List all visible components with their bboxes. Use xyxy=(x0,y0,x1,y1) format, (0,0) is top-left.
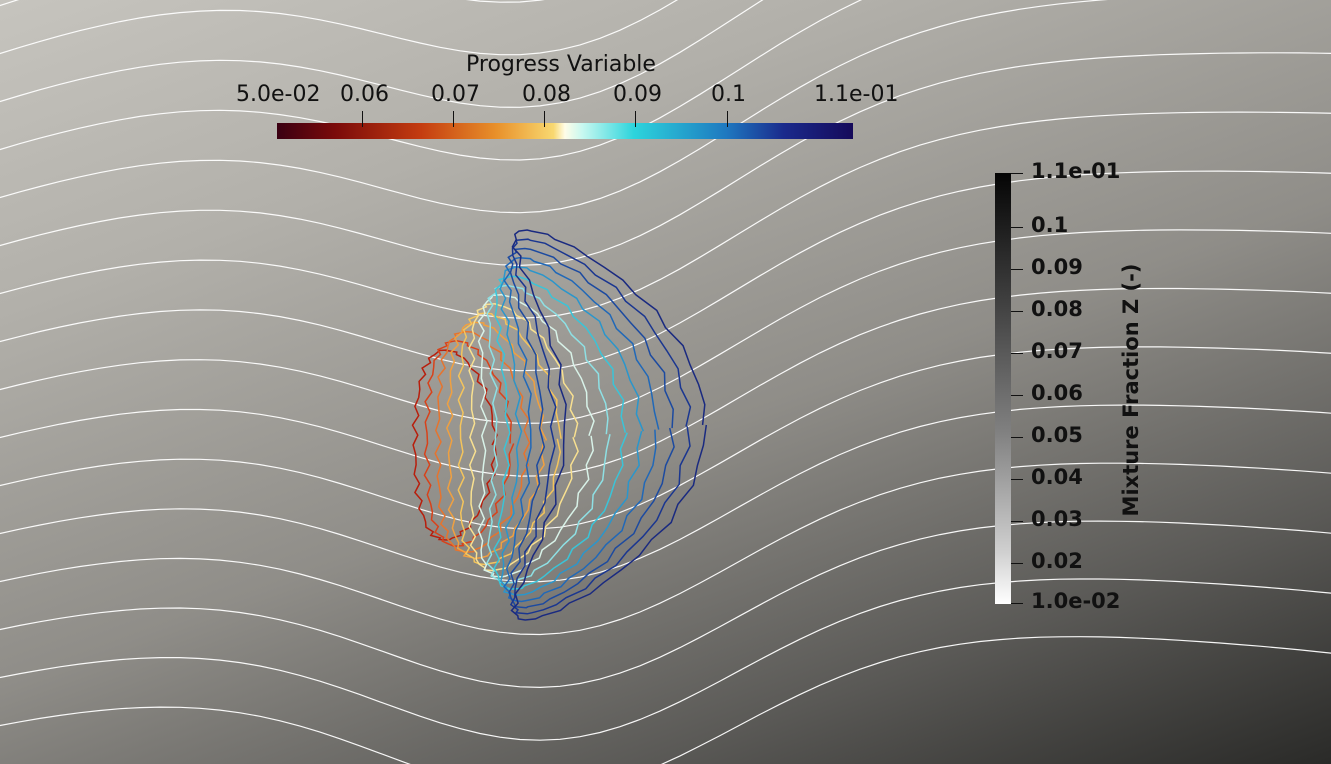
streamline xyxy=(0,636,1331,764)
streamline xyxy=(0,0,863,161)
mixture-label: 0.03 xyxy=(1031,507,1083,531)
contour-line xyxy=(499,266,644,597)
mixture-tick xyxy=(1011,479,1023,480)
mixture-tick xyxy=(1011,563,1023,564)
mixture-fraction-colorbar xyxy=(995,173,1011,604)
streamline xyxy=(0,578,1331,741)
progress-variable-title: Progress Variable xyxy=(466,52,656,77)
progress-label: 5.0e-02 xyxy=(236,82,321,107)
contour-line xyxy=(411,349,498,541)
contour-line xyxy=(485,284,611,584)
mixture-tick xyxy=(1011,173,1023,174)
contour-line xyxy=(493,275,628,590)
mixture-tick xyxy=(1011,521,1023,522)
progress-label: 1.1e-01 xyxy=(814,82,899,107)
contour-line xyxy=(509,238,692,615)
streamline xyxy=(0,287,1331,477)
mixture-label: 0.04 xyxy=(1031,465,1083,489)
mixture-label: 0.07 xyxy=(1031,339,1083,363)
streamline xyxy=(0,52,1331,267)
mixture-label: 0.09 xyxy=(1031,255,1083,279)
progress-tick xyxy=(362,111,363,127)
mixture-label: 1.0e-02 xyxy=(1031,589,1121,613)
contour-line xyxy=(445,321,548,560)
progress-label: 0.1 xyxy=(711,82,746,107)
mixture-tick xyxy=(1011,353,1023,354)
progress-label: 0.08 xyxy=(522,82,571,107)
progress-label: 0.07 xyxy=(431,82,480,107)
mixture-tick xyxy=(1011,227,1023,228)
streamline xyxy=(0,111,1331,319)
progress-tick xyxy=(544,111,545,127)
contour-line xyxy=(468,303,579,572)
contour-line xyxy=(507,247,675,609)
contour-line xyxy=(434,330,531,554)
mixture-tick xyxy=(1011,395,1023,396)
streamline xyxy=(0,170,1331,372)
progress-label: 0.06 xyxy=(340,82,389,107)
mixture-label: 0.08 xyxy=(1031,297,1083,321)
contour-line xyxy=(503,256,660,603)
mixture-label: 0.02 xyxy=(1031,549,1083,573)
progress-label: 0.09 xyxy=(613,82,662,107)
streamline xyxy=(0,0,1109,214)
streamline xyxy=(0,404,1331,583)
streamline xyxy=(0,0,679,56)
mixture-tick xyxy=(1011,437,1023,438)
mixture-label: 0.1 xyxy=(1031,213,1069,237)
progress-tick xyxy=(635,111,636,127)
streamline xyxy=(0,229,1331,425)
contour-line xyxy=(477,293,595,578)
contour-line xyxy=(510,229,708,621)
progress-tick xyxy=(727,111,728,127)
mixture-tick xyxy=(1011,603,1023,604)
mixture-label: 0.06 xyxy=(1031,381,1083,405)
contour-line xyxy=(423,340,515,547)
streamline xyxy=(0,520,1331,689)
streamline xyxy=(0,462,1331,636)
contour-group xyxy=(411,229,708,621)
mixture-tick xyxy=(1011,311,1023,312)
mixture-fraction-title: Mixture Fraction Z (-) xyxy=(1119,263,1143,517)
progress-tick xyxy=(453,111,454,127)
streamline xyxy=(0,346,1331,530)
streamline xyxy=(0,0,764,108)
progress-variable-colorbar xyxy=(277,123,853,139)
mixture-label: 1.1e-01 xyxy=(1031,159,1121,183)
mixture-label: 0.05 xyxy=(1031,423,1083,447)
mixture-tick xyxy=(1011,269,1023,270)
